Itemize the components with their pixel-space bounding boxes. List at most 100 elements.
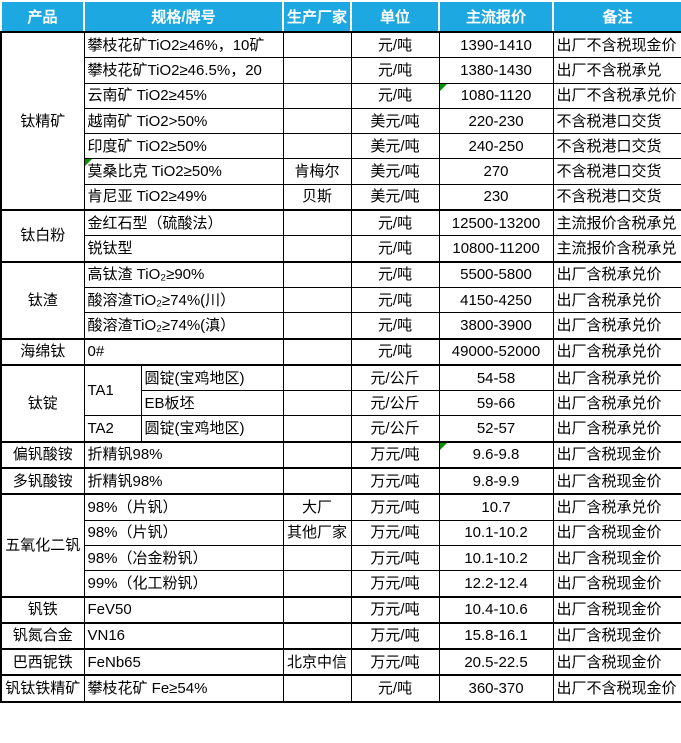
spec-cell: 折精钒98% [83, 467, 284, 495]
header-vendor: 生产厂家 [282, 0, 353, 33]
note-cell: 出厂含税承兑价 [552, 363, 681, 392]
vendor-cell [282, 390, 352, 417]
unit-cell: 万元/吨 [350, 621, 440, 650]
note-cell: 出厂含税承兑价 [552, 312, 681, 340]
header-row: 产品 规格/牌号 生产厂家 单位 主流报价 备注 [0, 0, 681, 33]
price-cell: 220-230 [438, 107, 554, 135]
spec-cell: 酸溶渣TiO₂≥74%(川） [83, 286, 284, 314]
table-row: 偏钒酸铵 折精钒98% 万元/吨 9.6-9.8 出厂含税现金价 [0, 440, 681, 469]
spec-cell-text: 莫桑比克 TiO2≥50% [87, 163, 222, 181]
price-cell-text: 1080-1120 [460, 87, 532, 105]
price-cell: 15.8-16.1 [438, 621, 554, 650]
product-cell: 海绵钛 [0, 337, 85, 366]
unit-cell: 万元/吨 [350, 467, 440, 495]
table-row: 酸溶渣TiO₂≥74%(川） 元/吨 4150-4250 出厂含税承兑价 [1, 286, 681, 314]
unit-cell: 元/公斤 [350, 415, 440, 443]
header-note: 备注 [552, 0, 681, 33]
vendor-cell [282, 363, 352, 392]
table-row: 莫桑比克 TiO2≥50% 肯梅尔 美元/吨 270 不含税港口交货 [1, 158, 681, 185]
price-cell: 20.5-22.5 [438, 648, 554, 676]
table-row: 五氧化二钒 98%（片钒） 大厂 万元/吨 10.7 出厂含税承兑价 [0, 493, 681, 598]
note-cell: 主流报价含税承兑 [552, 209, 681, 237]
price-cell: 10.1-10.2 [438, 519, 554, 546]
product-cell: 钒氮合金 [0, 621, 85, 650]
spec-cell: 锐钛型 [83, 235, 284, 263]
spec-cell: 金红石型（硫酸法） [83, 209, 284, 237]
note-cell: 出厂含税现金价 [552, 440, 681, 469]
vendor-cell [282, 107, 352, 135]
note-cell: 出厂含税现金价 [552, 544, 681, 572]
unit-cell: 万元/吨 [350, 595, 440, 624]
price-cell: 10.4-10.6 [438, 595, 554, 624]
table-row: 巴西铌铁 FeNb65 北京中信 万元/吨 20.5-22.5 出厂含税现金价 [0, 648, 681, 676]
price-cell: 54-58 [438, 363, 554, 392]
product-cell: 巴西铌铁 [0, 648, 85, 676]
vendor-cell [282, 31, 352, 59]
unit-cell: 美元/吨 [350, 183, 440, 211]
price-cell: 9.8-9.9 [438, 467, 554, 495]
unit-cell: 万元/吨 [350, 544, 440, 572]
vendor-cell [282, 337, 352, 366]
unit-cell: 元/吨 [350, 235, 440, 263]
product-cell: 钒铁 [0, 595, 85, 624]
table-row: 攀枝花矿TiO2≥46.5%，20 元/吨 1380-1430 出厂不含税承兑 [1, 57, 681, 84]
vendor-cell [282, 570, 352, 598]
table-row: 钒铁 FeV50 万元/吨 10.4-10.6 出厂含税现金价 [0, 595, 681, 624]
note-cell: 出厂不含税现金价 [552, 31, 681, 59]
vendor-cell [282, 595, 352, 624]
note-cell: 出厂含税现金价 [552, 519, 681, 546]
vendor-cell [282, 415, 352, 443]
vendor-cell [282, 133, 352, 160]
vendor-cell: 大厂 [282, 493, 352, 521]
unit-cell: 元/吨 [350, 82, 440, 109]
unit-cell: 元/吨 [350, 286, 440, 314]
table-row: 钛渣 高钛渣 TiO₂≥90% 元/吨 5500-5800 出厂含税承兑价 [0, 260, 681, 340]
unit-cell: 美元/吨 [350, 158, 440, 185]
spec-cell: VN16 [83, 621, 284, 650]
green-flag-icon [440, 84, 447, 91]
table-row: 锐钛型 元/吨 10800-11200 主流报价含税承兑 [1, 235, 681, 263]
vendor-cell [282, 286, 352, 314]
vendor-cell: 贝斯 [282, 183, 352, 211]
spec-cell: 越南矿 TiO2>50% [83, 107, 284, 135]
header-spec: 规格/牌号 [82, 0, 285, 33]
vendor-cell [282, 209, 352, 237]
note-cell: 出厂含税现金价 [552, 621, 681, 650]
note-cell: 不含税港口交货 [552, 133, 681, 160]
note-cell: 出厂不含税承兑价 [552, 82, 681, 109]
price-cell: 1390-1410 [438, 31, 554, 59]
vendor-cell [282, 467, 352, 495]
table-row: 多钒酸铵 折精钒98% 万元/吨 9.8-9.9 出厂含税现金价 [0, 467, 681, 495]
note-cell: 出厂含税承兑价 [552, 260, 681, 288]
product-cell: 偏钒酸铵 [0, 440, 85, 469]
unit-cell: 美元/吨 [350, 133, 440, 160]
vendor-cell [282, 260, 352, 288]
unit-cell: 元/吨 [350, 209, 440, 237]
note-cell: 出厂含税现金价 [552, 648, 681, 676]
spec-cell: 高钛渣 TiO₂≥90% [83, 260, 284, 288]
product-cell: 钛精矿 [0, 30, 85, 211]
product-cell: 钛锭 [0, 363, 85, 443]
spec-cell: 攀枝花矿TiO2≥46%，10矿 [83, 31, 284, 59]
spec-shape-cell: 圆锭(宝鸡地区) [140, 363, 284, 392]
spec-grade-cell: TA2 [83, 415, 142, 443]
spec-cell: 98%（片钒） [83, 519, 284, 546]
note-cell: 出厂含税现金价 [552, 467, 681, 495]
table-row: TA2 圆锭(宝鸡地区) 元/公斤 52-57 出厂含税承兑价 [1, 415, 681, 443]
spec-grade-cell: TA1 [83, 363, 142, 417]
price-cell: 230 [438, 183, 554, 211]
header-product: 产品 [0, 0, 85, 33]
price-cell: 1380-1430 [438, 57, 554, 84]
note-cell: 出厂含税现金价 [552, 570, 681, 598]
note-cell: 不含税港口交货 [552, 158, 681, 185]
header-price: 主流报价 [438, 0, 555, 33]
green-flag-icon [85, 159, 92, 167]
unit-cell: 万元/吨 [350, 493, 440, 521]
vendor-cell: 其他厂家 [282, 519, 352, 546]
unit-cell: 万元/吨 [350, 440, 440, 469]
product-cell: 多钒酸铵 [0, 467, 85, 495]
table-row: 肯尼亚 TiO2≥49% 贝斯 美元/吨 230 不含税港口交货 [1, 183, 681, 211]
spec-cell: 酸溶渣TiO₂≥74%(滇） [83, 312, 284, 340]
spec-shape-cell: 圆锭(宝鸡地区) [140, 415, 284, 443]
table-row: 酸溶渣TiO₂≥74%(滇） 元/吨 3800-3900 出厂含税承兑价 [1, 312, 681, 340]
